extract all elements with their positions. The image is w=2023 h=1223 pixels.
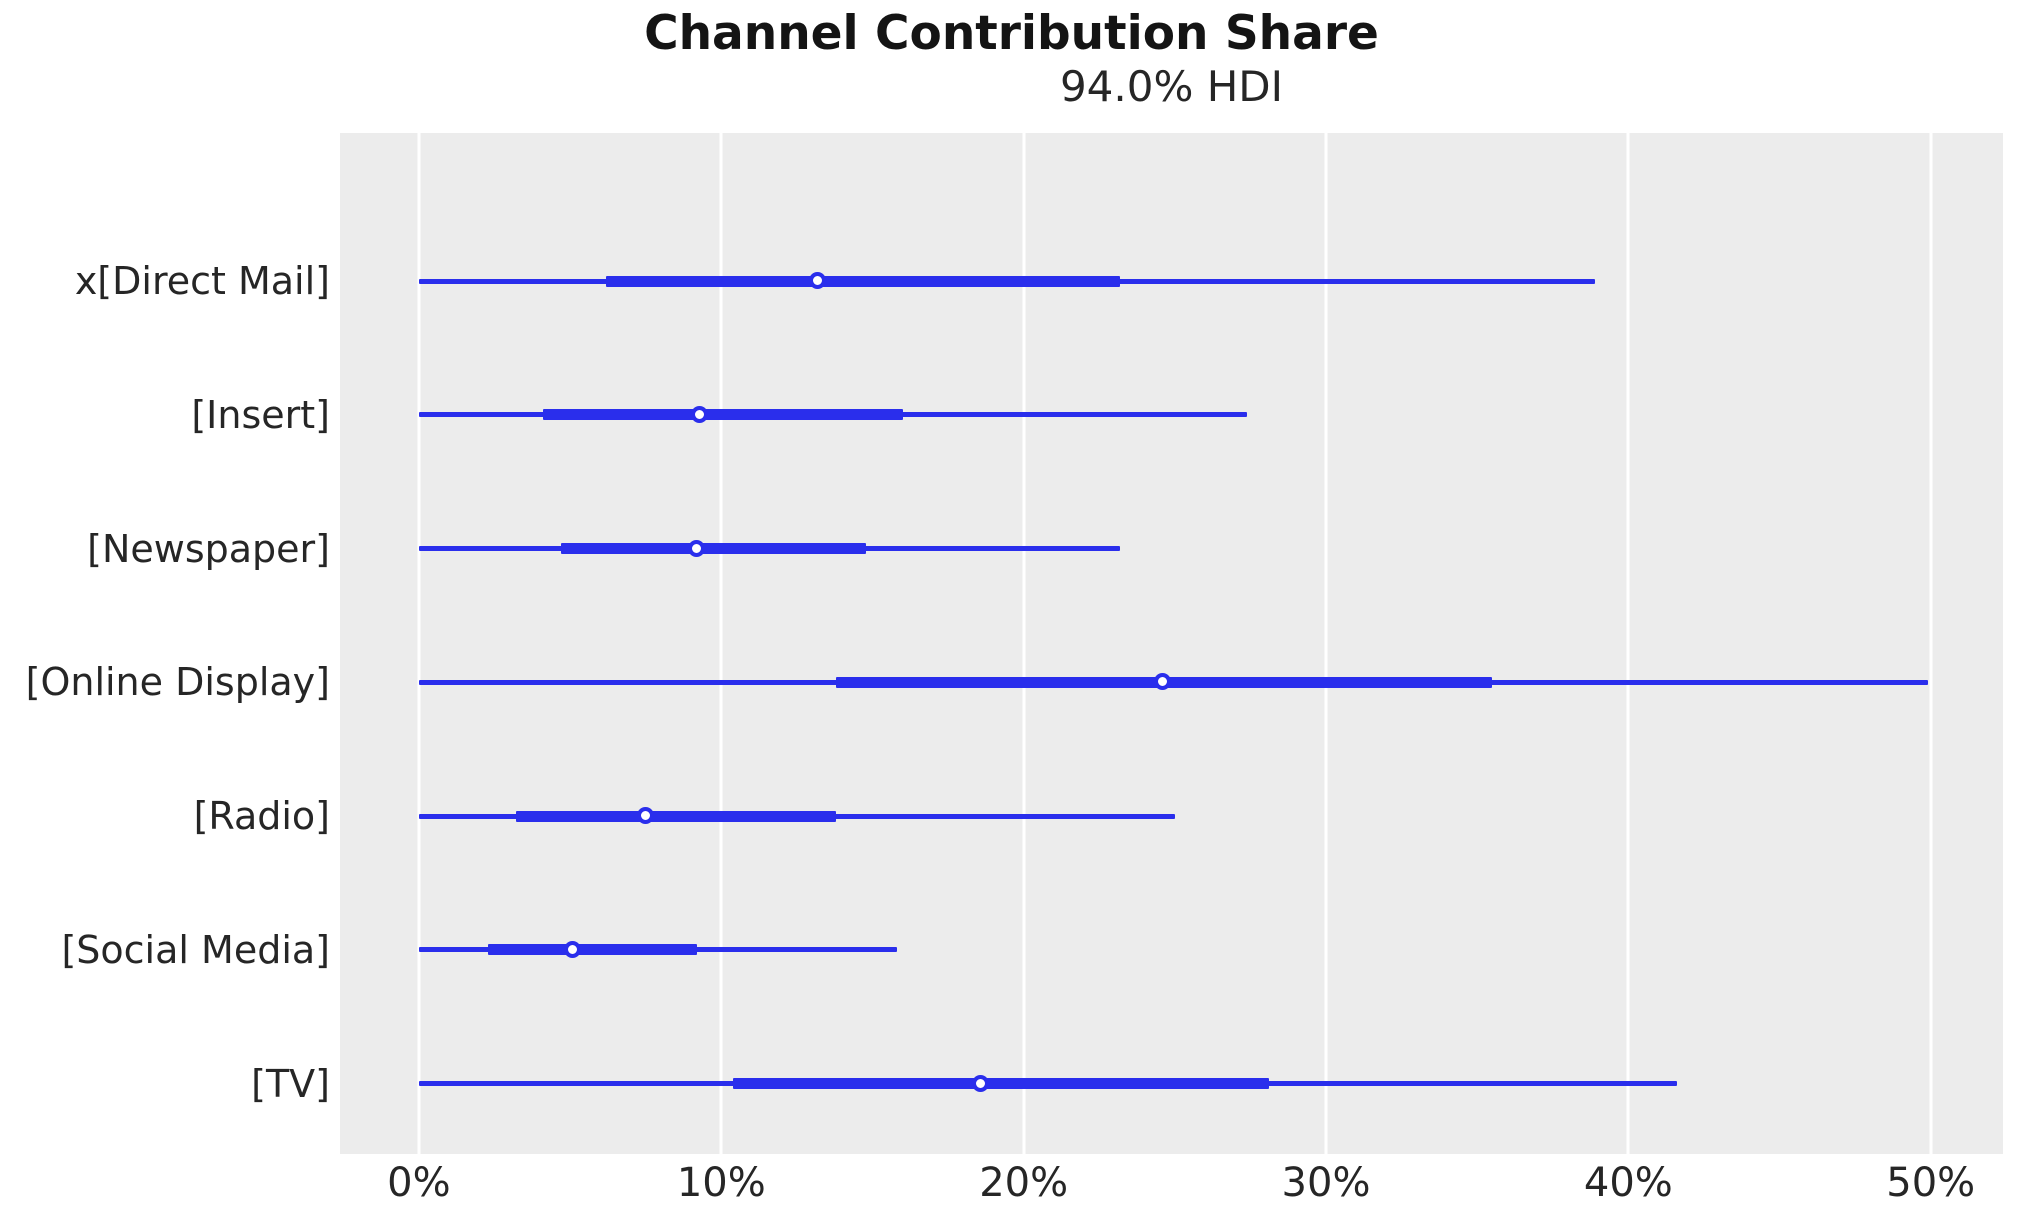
median-point (1153, 673, 1171, 691)
page-title: Channel Contribution Share (644, 6, 1379, 61)
median-point (688, 539, 706, 557)
x-tick-label: 50% (1886, 1160, 1976, 1206)
x-tick-label: 30% (1281, 1160, 1371, 1206)
y-tick-label: [Online Display] (25, 660, 330, 705)
x-tick-label: 10% (676, 1160, 766, 1206)
median-point (809, 272, 827, 290)
axes-subtitle-hdi: 94.0% HDI (1059, 62, 1284, 111)
iqr-line (606, 275, 1121, 287)
x-tick-label: 0% (387, 1160, 451, 1206)
iqr-line (515, 810, 837, 822)
gridline (1324, 133, 1328, 1154)
gridline (1022, 133, 1026, 1154)
iqr-line (561, 543, 867, 555)
gridline (417, 133, 421, 1154)
median-point (691, 405, 709, 423)
median-point (636, 807, 654, 825)
plot-area (340, 133, 2003, 1154)
median-point (972, 1074, 990, 1092)
y-tick-label: [TV] (251, 1061, 330, 1106)
y-tick-label: [Newspaper] (87, 526, 330, 571)
y-tick-label: x[Direct Mail] (74, 259, 330, 304)
y-tick-label: [Radio] (193, 794, 330, 839)
iqr-line (733, 1078, 1269, 1090)
x-tick-label: 40% (1583, 1160, 1673, 1206)
gridline (1929, 133, 1933, 1154)
x-tick-label: 20% (979, 1160, 1069, 1206)
gridline (719, 133, 723, 1154)
iqr-line (488, 944, 698, 956)
y-tick-label: [Social Media] (61, 927, 330, 972)
median-point (564, 940, 582, 958)
y-tick-label: [Insert] (191, 392, 330, 437)
gridline (1626, 133, 1630, 1154)
iqr-line (542, 409, 903, 421)
